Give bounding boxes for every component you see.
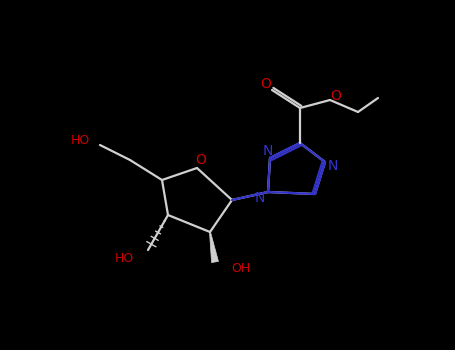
Text: OH: OH: [231, 261, 250, 274]
Polygon shape: [209, 232, 218, 262]
Text: HO: HO: [71, 133, 90, 147]
Text: O: O: [196, 153, 207, 167]
Text: O: O: [261, 77, 272, 91]
Text: N: N: [255, 191, 265, 205]
Text: O: O: [331, 89, 341, 103]
Text: N: N: [328, 159, 338, 173]
Text: N: N: [263, 144, 273, 158]
Text: HO: HO: [115, 252, 134, 265]
